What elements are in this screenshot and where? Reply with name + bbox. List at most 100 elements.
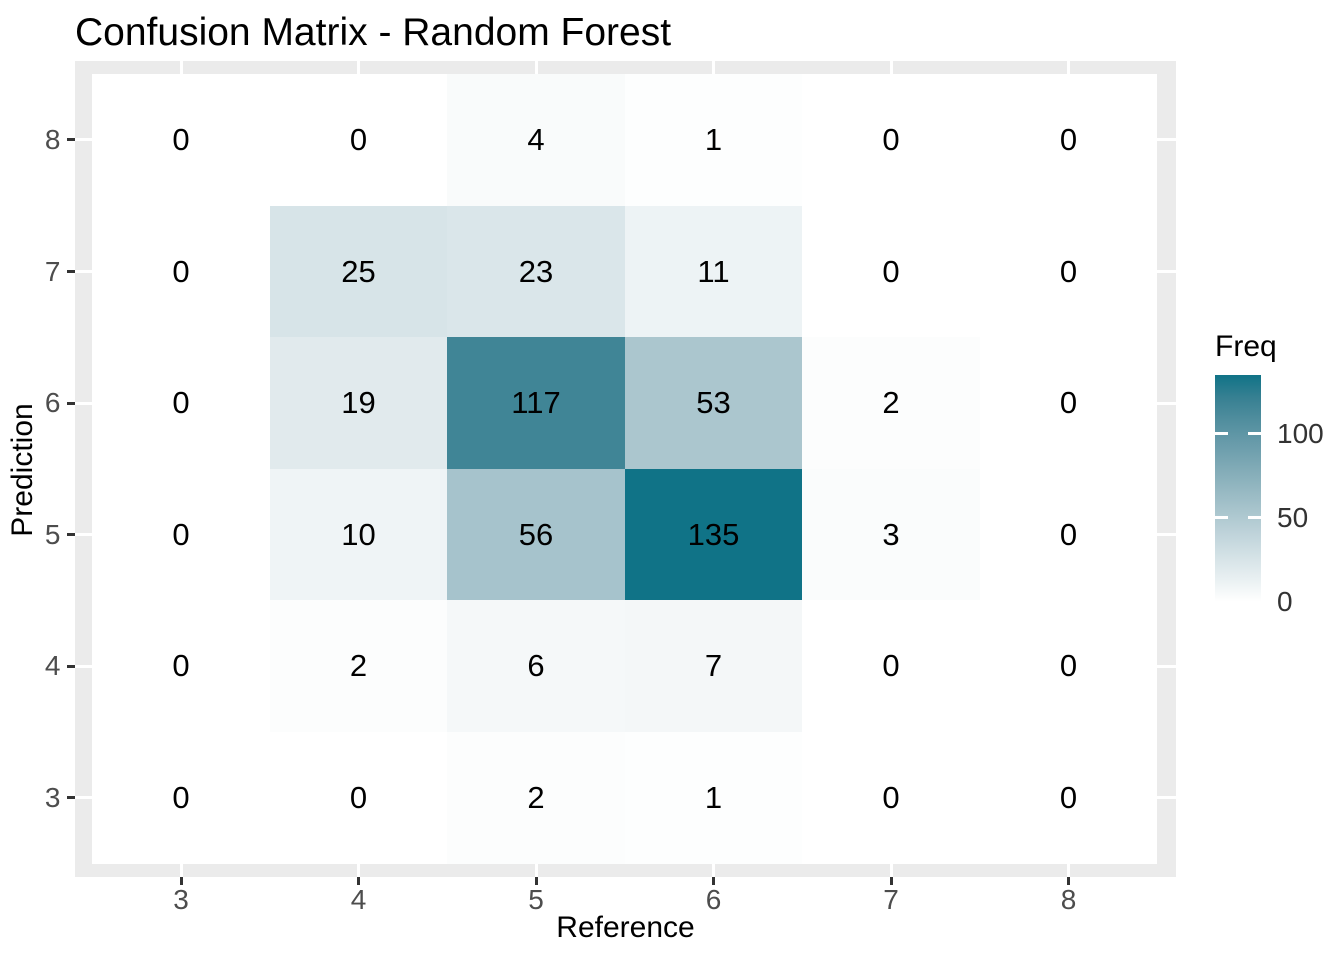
legend-tick-label: 0	[1277, 586, 1293, 617]
heatmap-tile: 1	[624, 74, 803, 206]
heatmap-tile: 0	[979, 600, 1158, 732]
x-axis-tick	[357, 877, 360, 885]
tile-value-label: 0	[1059, 779, 1078, 815]
x-axis-tick	[889, 877, 893, 885]
heatmap-tile: 0	[92, 74, 270, 206]
heatmap-tile: 0	[979, 337, 1158, 469]
tile-value-label: 0	[1059, 253, 1078, 289]
tile-value-label: 0	[1059, 648, 1078, 684]
x-axis-tick-label: 7	[883, 884, 899, 915]
tile-value-label: 56	[518, 516, 554, 552]
x-axis-tick-label: 6	[705, 884, 722, 915]
tile-value-label: 0	[1059, 516, 1078, 552]
x-axis-title: Reference	[556, 911, 695, 944]
y-axis-title: Prediction	[6, 403, 39, 537]
heatmap-tile: 0	[802, 74, 980, 206]
heatmap-tile: 0	[979, 74, 1158, 206]
tile-value-label: 3	[882, 516, 900, 552]
heatmap-tile: 6	[447, 600, 625, 732]
tile-value-label: 10	[341, 516, 376, 552]
tile-value-label: 11	[697, 253, 730, 289]
heatmap-tile: 0	[802, 205, 980, 338]
tile-value-label: 0	[172, 253, 190, 289]
heatmap-tile: 0	[269, 732, 448, 864]
heatmap-tile: 4	[447, 74, 625, 206]
x-axis-tick	[1067, 877, 1070, 885]
heatmap-tile: 0	[92, 468, 270, 601]
heatmap-tile: 0	[92, 600, 270, 732]
tile-value-label: 1	[704, 121, 723, 157]
legend-tick-mark	[1215, 516, 1228, 520]
x-axis-tick	[179, 877, 183, 885]
y-axis-tick-label: 3	[44, 781, 61, 813]
tile-value-label: 0	[882, 648, 900, 684]
heatmap-tile: 19	[269, 337, 448, 469]
y-axis-tick-label: 7	[44, 255, 61, 287]
x-axis-tick	[712, 877, 715, 885]
heatmap-tile: 2	[447, 732, 625, 864]
tile-value-label: 7	[704, 648, 723, 684]
x-axis-tick-label: 5	[528, 884, 544, 915]
tile-value-label: 0	[349, 121, 368, 157]
y-axis-tick	[66, 138, 75, 142]
heatmap-tile: 0	[92, 205, 270, 338]
y-axis-tick	[66, 664, 75, 668]
y-axis-tick	[66, 401, 75, 405]
heatmap-tile: 135	[624, 468, 803, 601]
tile-value-label: 2	[349, 648, 368, 684]
heatmap-tile: 3	[802, 468, 980, 601]
plot-panel: 0 0 4 1 0 0 0 25 23 11 0 0 0 19 117 53 2 0 0 10 56 135 3 0 0 2 6 7 0…	[74, 61, 1176, 877]
y-axis-tick-label: 8	[44, 123, 61, 155]
legend-tick-label: 50	[1277, 501, 1309, 533]
legend-tick-label: 100	[1277, 417, 1324, 449]
tile-value-label: 0	[172, 648, 190, 684]
y-axis-tick-label: 5	[44, 518, 61, 550]
heatmap-tile: 23	[447, 205, 625, 338]
x-axis-tick-label: 3	[173, 884, 189, 915]
y-axis-tick	[66, 270, 75, 274]
tile-value-label: 4	[527, 121, 545, 157]
heatmap-tile: 25	[269, 205, 448, 338]
heatmap-tile: 0	[979, 205, 1158, 338]
tile-value-label: 0	[882, 779, 900, 815]
tile-value-label: 25	[341, 253, 376, 289]
y-axis-tick	[66, 533, 75, 537]
heatmap-tile: 7	[624, 600, 803, 732]
tile-value-label: 2	[882, 385, 900, 421]
x-axis-tick-label: 4	[350, 884, 367, 915]
legend-title: Freq	[1215, 330, 1277, 363]
tile-value-label: 0	[172, 121, 190, 157]
heatmap-tile: 0	[802, 600, 980, 732]
x-axis-tick-label: 8	[1060, 884, 1077, 915]
tile-value-label: 0	[1059, 121, 1078, 157]
legend-tick-mark	[1248, 516, 1261, 520]
heatmap-tile: 117	[447, 337, 625, 469]
heatmap-tile: 10	[269, 468, 448, 601]
tile-value-label: 23	[518, 253, 554, 289]
y-axis-tick-label: 6	[44, 387, 61, 419]
heatmap-tile: 0	[979, 468, 1158, 601]
tile-value-label: 135	[687, 516, 740, 552]
tile-value-label: 0	[882, 121, 900, 157]
heatmap-tile: 1	[624, 732, 803, 864]
tile-value-label: 0	[172, 385, 190, 421]
legend-tick-mark	[1248, 432, 1261, 436]
tile-value-label: 0	[1059, 385, 1078, 421]
legend-gradient-bar	[1215, 375, 1261, 602]
y-axis-tick-label: 4	[44, 650, 61, 682]
tile-value-label: 2	[527, 779, 545, 815]
y-axis-tick	[66, 796, 75, 800]
plot-title: Confusion Matrix - Random Forest	[75, 11, 672, 54]
heatmap-tile: 2	[802, 337, 980, 469]
tile-value-label: 0	[349, 779, 368, 815]
tile-value-label: 53	[696, 385, 731, 421]
heatmap-tile: 0	[979, 732, 1158, 864]
heatmap-tile: 0	[92, 337, 270, 469]
tile-value-label: 19	[341, 385, 376, 421]
heatmap-tile: 0	[802, 732, 980, 864]
heatmap-tile: 2	[269, 600, 448, 732]
tile-value-label: 0	[172, 779, 190, 815]
tile-value-label: 6	[527, 648, 545, 684]
heatmap-tile: 11	[624, 205, 803, 338]
